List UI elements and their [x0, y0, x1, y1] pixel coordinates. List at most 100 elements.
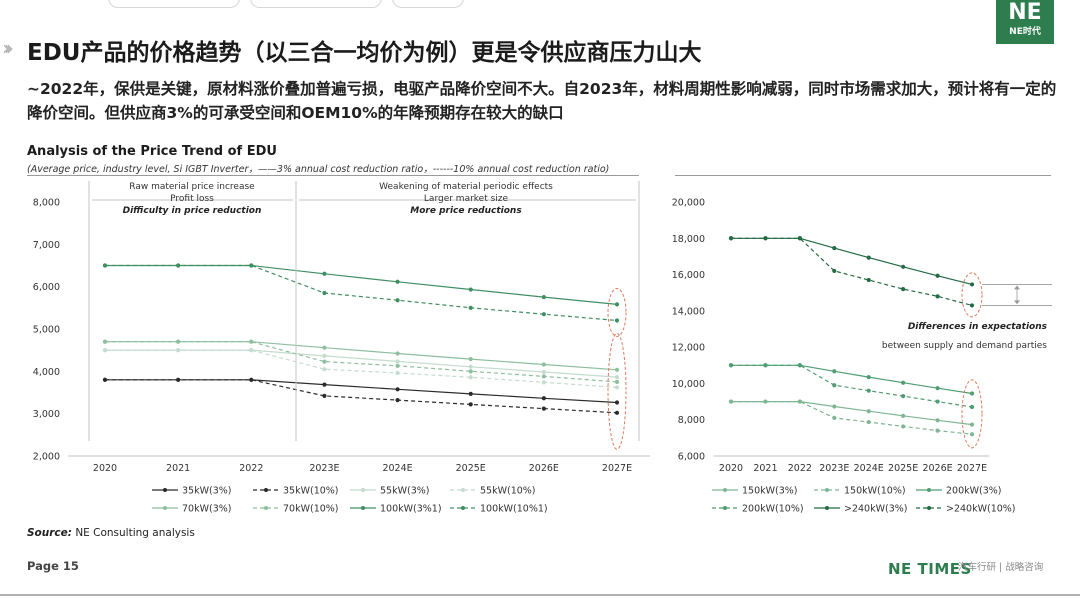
- legend-label: 150kW(3%): [742, 486, 798, 497]
- legend-label: 55kW(10%): [480, 486, 536, 497]
- x-tick-label: 2022: [788, 463, 812, 474]
- legend-marker: [361, 488, 365, 492]
- data-point-35kw-3: [614, 400, 620, 405]
- legend-marker: [264, 488, 268, 492]
- legend-marker: [163, 488, 167, 492]
- data-point-200kw-10: [935, 399, 940, 404]
- data-point-55kw-10: [322, 367, 327, 372]
- x-tick-label: 2023E: [819, 463, 849, 474]
- data-point-200kw-10: [728, 363, 734, 368]
- x-tick-label: 2021: [753, 463, 777, 474]
- source-text: NE Consulting analysis: [71, 527, 195, 539]
- legend-label: 200kW(3%): [946, 486, 1002, 497]
- data-point-55kw-10: [614, 385, 620, 390]
- data-point-240kw-10: [832, 268, 837, 274]
- data-point-100kw-10-1: [176, 263, 181, 268]
- page-number: Page 15: [27, 559, 79, 573]
- x-tick-label: 2020: [719, 463, 743, 474]
- data-point-35kw-10: [468, 402, 473, 407]
- data-point-150kw-10: [763, 399, 768, 404]
- data-point-200kw-10: [832, 383, 837, 388]
- annotation-text: More price reductions: [410, 206, 522, 216]
- series-line-35kw-3: [105, 379, 618, 404]
- data-point-150kw-10: [832, 415, 837, 420]
- chart-subtitle: (Average price, industry level, Si IGBT …: [27, 164, 610, 175]
- y-tick-label: 10,000: [672, 379, 705, 390]
- data-point-240kw-10: [935, 294, 940, 299]
- data-point-35kw-10: [541, 406, 546, 411]
- data-point-35kw-3: [395, 387, 400, 392]
- data-point-150kw-3: [901, 413, 906, 418]
- annotation-text: Raw material price increase: [129, 182, 255, 192]
- data-point-55kw-10: [468, 375, 473, 380]
- data-point-150kw-10: [866, 419, 871, 425]
- y-tick-label: 2,000: [33, 452, 60, 463]
- data-point-55kw-10: [102, 348, 108, 353]
- data-point-240kw-10: [763, 236, 768, 241]
- data-point-240kw-3: [832, 245, 837, 251]
- data-point-150kw-10: [797, 399, 802, 404]
- data-point-100kw-10-1: [322, 290, 327, 296]
- footer-brand-subtitle: 汽车行研 | 战略咨询: [958, 562, 1044, 573]
- series-line-70kw-3: [105, 341, 618, 371]
- data-point-240kw-10: [901, 286, 906, 292]
- data-point-70kw-3: [322, 345, 327, 350]
- data-point-100kw-10-1: [249, 263, 254, 268]
- data-point-70kw-10: [322, 359, 327, 364]
- data-point-35kw-3: [468, 391, 473, 396]
- chevron-icon: ›››: [2, 36, 14, 60]
- data-point-240kw-3: [866, 255, 871, 260]
- page-title: EDU产品的价格趋势（以三合一均价为例）更是令供应商压力山大: [27, 40, 702, 66]
- legend-label: 35kW(10%): [283, 486, 339, 497]
- series-line-200kw-3: [731, 364, 973, 395]
- data-point-200kw-3: [901, 380, 906, 385]
- highlight-ellipse: [607, 287, 627, 337]
- data-point-200kw-10: [797, 363, 802, 368]
- data-point-70kw-10: [614, 379, 620, 385]
- x-tick-label: 2022: [239, 463, 263, 474]
- data-point-200kw-10: [901, 394, 906, 399]
- data-point-200kw-3: [866, 374, 871, 380]
- data-point-70kw-3: [614, 367, 620, 372]
- data-point-55kw-3: [468, 364, 473, 369]
- data-point-55kw-10: [395, 370, 400, 376]
- annotation-text: Larger market size: [424, 194, 509, 204]
- y-tick-label: 8,000: [33, 198, 60, 209]
- data-point-70kw-10: [468, 369, 473, 374]
- legend-marker: [825, 506, 829, 510]
- series-line-55kw-10: [105, 349, 618, 388]
- x-tick-label: 2020: [93, 463, 117, 474]
- series-line-200kw-10: [731, 364, 973, 408]
- legend-marker: [723, 488, 727, 492]
- legend-marker: [927, 506, 931, 510]
- data-point-240kw-3: [935, 273, 940, 278]
- series-line-70kw-10: [105, 341, 618, 383]
- data-point-35kw-10: [176, 377, 181, 382]
- data-point-240kw-3: [901, 264, 906, 269]
- data-point-70kw-10: [102, 339, 108, 344]
- data-point-240kw-10: [969, 303, 975, 308]
- series-line-150kw-3: [731, 401, 973, 426]
- legend-marker: [723, 506, 727, 510]
- data-point-55kw-3: [322, 353, 327, 358]
- data-point-55kw-10: [541, 380, 546, 385]
- data-point-100kw-3-1: [468, 287, 473, 292]
- data-point-55kw-3: [541, 369, 546, 375]
- x-tick-label: 2026E: [529, 463, 559, 474]
- footer-brand: NE TIMES: [888, 560, 972, 578]
- annotation-text: Differences in expectations: [908, 322, 1048, 332]
- data-point-35kw-10: [102, 377, 108, 382]
- top-tab: [108, 0, 240, 8]
- y-tick-label: 8,000: [678, 415, 705, 426]
- data-point-150kw-3: [866, 409, 871, 414]
- bottom-divider: [0, 594, 1080, 596]
- y-tick-label: 20,000: [672, 198, 705, 209]
- data-point-100kw-3-1: [322, 271, 327, 276]
- data-point-70kw-10: [395, 363, 400, 368]
- summary-text: ~2022年，保供是关键，原材料涨价叠加普遍亏损，电驱产品降价空间不大。自202…: [27, 80, 1057, 122]
- y-tick-label: 7,000: [33, 240, 60, 251]
- data-point-100kw-10-1: [395, 298, 400, 303]
- data-point-240kw-10: [728, 236, 734, 241]
- x-tick-label: 2025E: [888, 463, 918, 474]
- x-tick-label: 2024E: [854, 463, 884, 474]
